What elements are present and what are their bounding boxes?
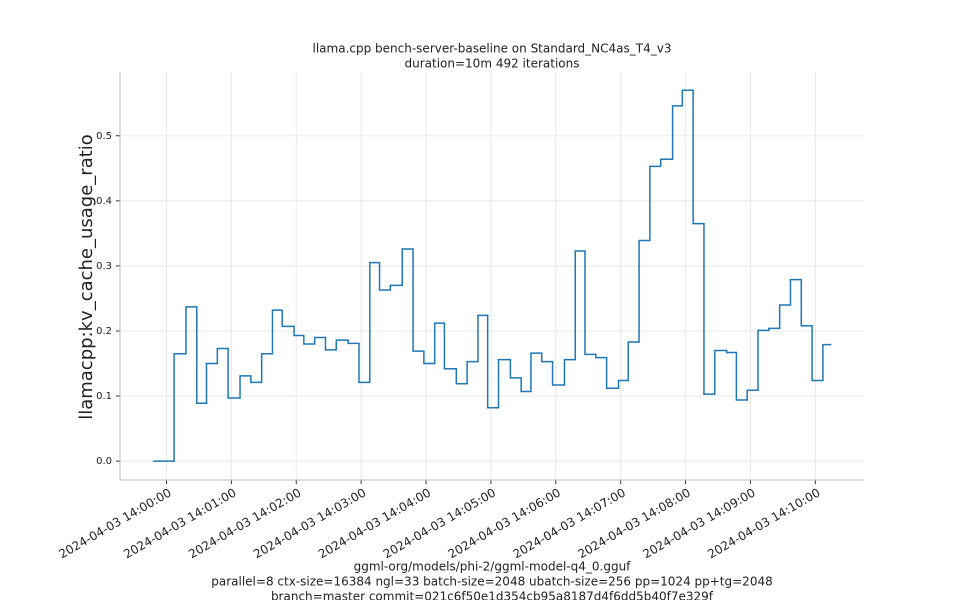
y-axis-label: llamacpp:kv_cache_usage_ratio: [76, 134, 97, 420]
y-tick-label: 0.5: [96, 131, 112, 142]
chart-subtitle: duration=10m 492 iterations: [405, 57, 580, 71]
x-tick-label: 2024-04-03 14:02:00: [186, 486, 303, 562]
x-tick-label: 2024-04-03 14:05:00: [381, 486, 498, 562]
y-tick-label: 0.1: [96, 391, 112, 402]
x-tick-label: 2024-04-03 14:08:00: [575, 486, 692, 562]
x-tick-label: 2024-04-03 14:01:00: [121, 486, 238, 562]
x-tick-label: 2024-04-03 14:06:00: [446, 486, 563, 562]
x-tick-label: 2024-04-03 14:10:00: [705, 486, 822, 562]
x-tick-label: 2024-04-03 14:04:00: [316, 486, 433, 562]
x-tick-label: 2024-04-03 14:09:00: [640, 486, 757, 562]
y-tick-label: 0.2: [96, 326, 112, 337]
x-tick-label: 2024-04-03 14:00:00: [56, 486, 173, 562]
x-tick-label: 2024-04-03 14:07:00: [511, 486, 628, 562]
x-axis-label: ggml-org/models/phi-2/ggml-model-q4_0.gg…: [354, 560, 632, 574]
y-tick-label: 0.0: [96, 456, 112, 467]
x-axis-label: branch=master commit=021c6f50e1d354cb95a…: [271, 590, 714, 600]
chart-title: llama.cpp bench-server-baseline on Stand…: [313, 42, 672, 56]
x-axis-label: parallel=8 ctx-size=16384 ngl=33 batch-s…: [211, 575, 772, 589]
y-tick-label: 0.3: [96, 261, 112, 272]
x-tick-label: 2024-04-03 14:03:00: [251, 486, 368, 562]
y-tick-label: 0.4: [96, 196, 112, 207]
